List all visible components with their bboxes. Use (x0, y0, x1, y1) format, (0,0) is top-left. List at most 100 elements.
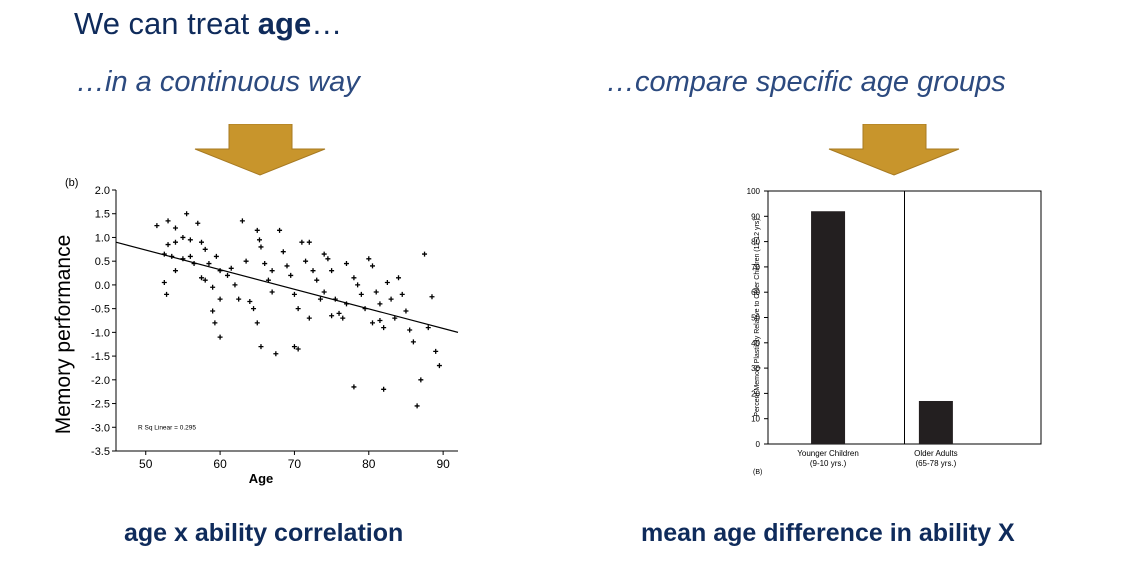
panel-label: (b) (65, 177, 78, 189)
data-point (329, 268, 335, 274)
data-point (172, 225, 178, 231)
data-point (433, 348, 439, 354)
data-point (303, 258, 309, 264)
data-point (399, 291, 405, 297)
data-point (187, 253, 193, 259)
y-tick-label: 20 (751, 389, 760, 398)
data-point (306, 239, 312, 245)
data-point (210, 308, 216, 314)
data-point (310, 268, 316, 274)
data-point (165, 218, 171, 224)
data-point (256, 237, 262, 243)
data-point (332, 296, 338, 302)
slide-title: We can treat age… (74, 6, 342, 42)
data-point (377, 318, 383, 323)
data-point (436, 363, 442, 369)
data-point (258, 344, 264, 350)
data-point (340, 315, 346, 321)
data-point (355, 282, 361, 288)
y-axis-label: Percent Memory Plasticity Relative to Ol… (754, 218, 761, 416)
data-point (381, 386, 387, 392)
y-tick-label: 50 (751, 314, 760, 323)
data-point (269, 268, 275, 274)
data-point (392, 315, 398, 321)
data-point (254, 227, 260, 233)
data-point (210, 284, 216, 290)
data-point (258, 244, 264, 250)
data-point (206, 261, 212, 267)
data-point (254, 320, 260, 326)
y-tick-label: -1.0 (91, 327, 110, 339)
y-tick-label: 70 (751, 263, 760, 272)
data-point (351, 275, 357, 281)
data-point (228, 265, 234, 271)
data-point (321, 289, 327, 295)
y-axis-label: Memory performance (52, 235, 75, 435)
category-sublabel: (9-10 yrs.) (810, 459, 847, 468)
arrow-shape (828, 124, 960, 176)
data-point (232, 282, 238, 288)
data-point (425, 325, 431, 331)
data-point (396, 275, 402, 281)
bar-chart: 0 10 20 30 40 50 60 70 80 90 100 Percent Memory Pla… (747, 187, 1042, 476)
data-point (212, 320, 218, 326)
y-tick-label: 0.0 (95, 280, 110, 292)
title-suffix: … (311, 6, 343, 41)
x-tick-label: 60 (213, 457, 227, 471)
data-point (262, 261, 268, 267)
x-tick-label: 80 (362, 457, 376, 471)
data-point (422, 251, 428, 257)
data-point (407, 327, 413, 333)
data-point (314, 277, 320, 283)
x-tick-label: 90 (436, 457, 450, 471)
left-caption: age x ability correlation (124, 519, 404, 547)
down-arrow-right-icon (828, 124, 960, 176)
data-point (288, 272, 294, 278)
data-point (388, 296, 394, 302)
data-point (202, 277, 208, 283)
y-tick-label: 1.5 (95, 209, 110, 221)
data-point (351, 384, 357, 390)
data-point (295, 306, 301, 312)
y-tick-label: -3.5 (91, 446, 110, 458)
data-point (277, 227, 283, 233)
data-point (180, 256, 186, 262)
data-point (191, 261, 197, 267)
data-point (202, 246, 208, 252)
data-point (180, 234, 186, 240)
category-label: Older Adults (914, 449, 958, 458)
data-point (358, 291, 364, 297)
data-point (187, 237, 193, 243)
data-point (280, 249, 286, 255)
regression-line (115, 241, 459, 333)
left-subtitle: …in a continuous way (76, 66, 360, 98)
data-point (418, 377, 424, 383)
data-point (172, 268, 178, 274)
data-point (165, 242, 171, 248)
data-point (199, 275, 204, 281)
y-tick-label: -2.5 (91, 399, 110, 411)
data-point (343, 301, 349, 307)
y-tick-label: 40 (751, 339, 760, 348)
data-point (343, 261, 349, 267)
data-point (172, 239, 178, 245)
right-caption: mean age difference in ability X (641, 519, 1015, 547)
y-tick-label: 60 (751, 288, 760, 297)
data-point (161, 251, 167, 257)
data-point (366, 256, 372, 262)
data-point (317, 296, 323, 302)
y-tick-label: 2.0 (95, 185, 110, 197)
data-point (377, 301, 383, 307)
data-point (284, 263, 290, 269)
data-point (306, 315, 312, 321)
x-axis-label: Age (249, 471, 274, 486)
data-point (299, 239, 305, 245)
data-point (336, 310, 342, 316)
y-tick-label: 10 (751, 415, 760, 424)
arrow-shape (194, 124, 326, 176)
data-point (164, 291, 170, 297)
data-point (291, 291, 297, 297)
data-point (384, 280, 390, 286)
y-tick-label: -3.0 (91, 422, 110, 434)
data-point (213, 253, 219, 259)
